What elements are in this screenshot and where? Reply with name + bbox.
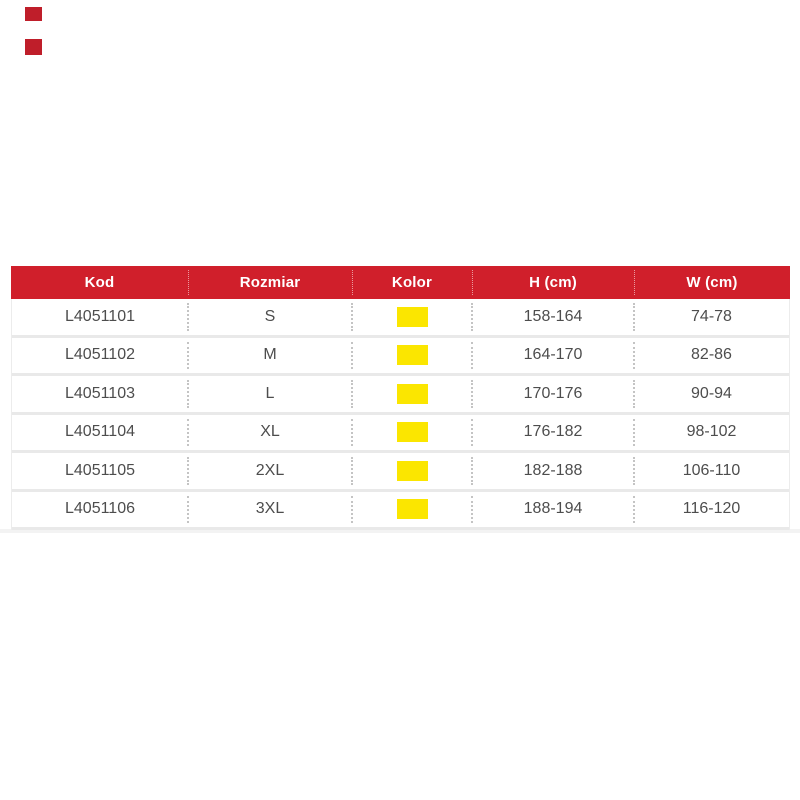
size-table: Kod Rozmiar Kolor H (cm) W (cm) L4051101… [11,266,790,530]
table-row: L4051102 M 164-170 82-86 [12,337,789,376]
cell-rozmiar: S [187,299,352,335]
cell-rozmiar: M [187,338,352,374]
cell-rozmiar: L [187,376,352,412]
table-row: L4051105 2XL 182-188 106-110 [12,453,789,492]
cell-rozmiar: 3XL [187,492,352,528]
cell-h-cm: 188-194 [471,492,634,528]
cell-kolor [351,453,472,489]
cell-w-cm: 82-86 [633,338,789,374]
cell-rozmiar: XL [187,415,352,451]
cell-kod: L4051101 [65,307,135,325]
page-divider-rule [0,529,800,533]
cell-kolor [351,415,472,451]
cell-h-cm: 182-188 [471,453,634,489]
header-cell-h-cm: H (cm) [472,270,634,295]
table-row: L4051106 3XL 188-194 116-120 [12,491,789,530]
cell-rozmiar: 2XL [187,453,352,489]
cell-kod: L4051106 [65,500,135,518]
cell-kolor [351,492,472,528]
cell-w-cm: 90-94 [633,376,789,412]
header-cell-rozmiar: Rozmiar [188,270,352,295]
header-cell-w-cm: W (cm) [634,270,790,295]
cell-kod: L4051104 [65,423,135,441]
cell-w-cm: 98-102 [633,415,789,451]
size-table-header-row: Kod Rozmiar Kolor H (cm) W (cm) [11,266,790,299]
header-cell-kolor: Kolor [352,270,472,295]
cell-h-cm: 170-176 [471,376,634,412]
color-swatch [396,422,428,443]
cell-w-cm: 116-120 [633,492,789,528]
cell-kolor [351,338,472,374]
table-row: L4051101 S 158-164 74-78 [12,299,789,338]
cell-kod: L4051105 [65,461,135,479]
cell-kod: L4051103 [65,384,135,402]
color-swatch [396,383,428,404]
color-swatch [396,460,428,481]
cell-w-cm: 74-78 [633,299,789,335]
table-row: L4051103 L 170-176 90-94 [12,376,789,415]
cell-h-cm: 176-182 [471,415,634,451]
corner-mark-top [25,7,42,21]
cell-kolor [351,376,472,412]
color-swatch [396,499,428,520]
cell-h-cm: 164-170 [471,338,634,374]
cell-w-cm: 106-110 [633,453,789,489]
table-body: L4051101 S 158-164 74-78 L4051102 M 164-… [11,299,790,530]
table-row: L4051104 XL 176-182 98-102 [12,414,789,453]
header-cell-kod: Kod [84,274,115,291]
color-swatch [396,345,428,366]
color-swatch [396,306,428,327]
cell-kolor [351,299,472,335]
corner-mark-bottom [25,39,42,55]
cell-h-cm: 158-164 [471,299,634,335]
cell-kod: L4051102 [65,346,135,364]
